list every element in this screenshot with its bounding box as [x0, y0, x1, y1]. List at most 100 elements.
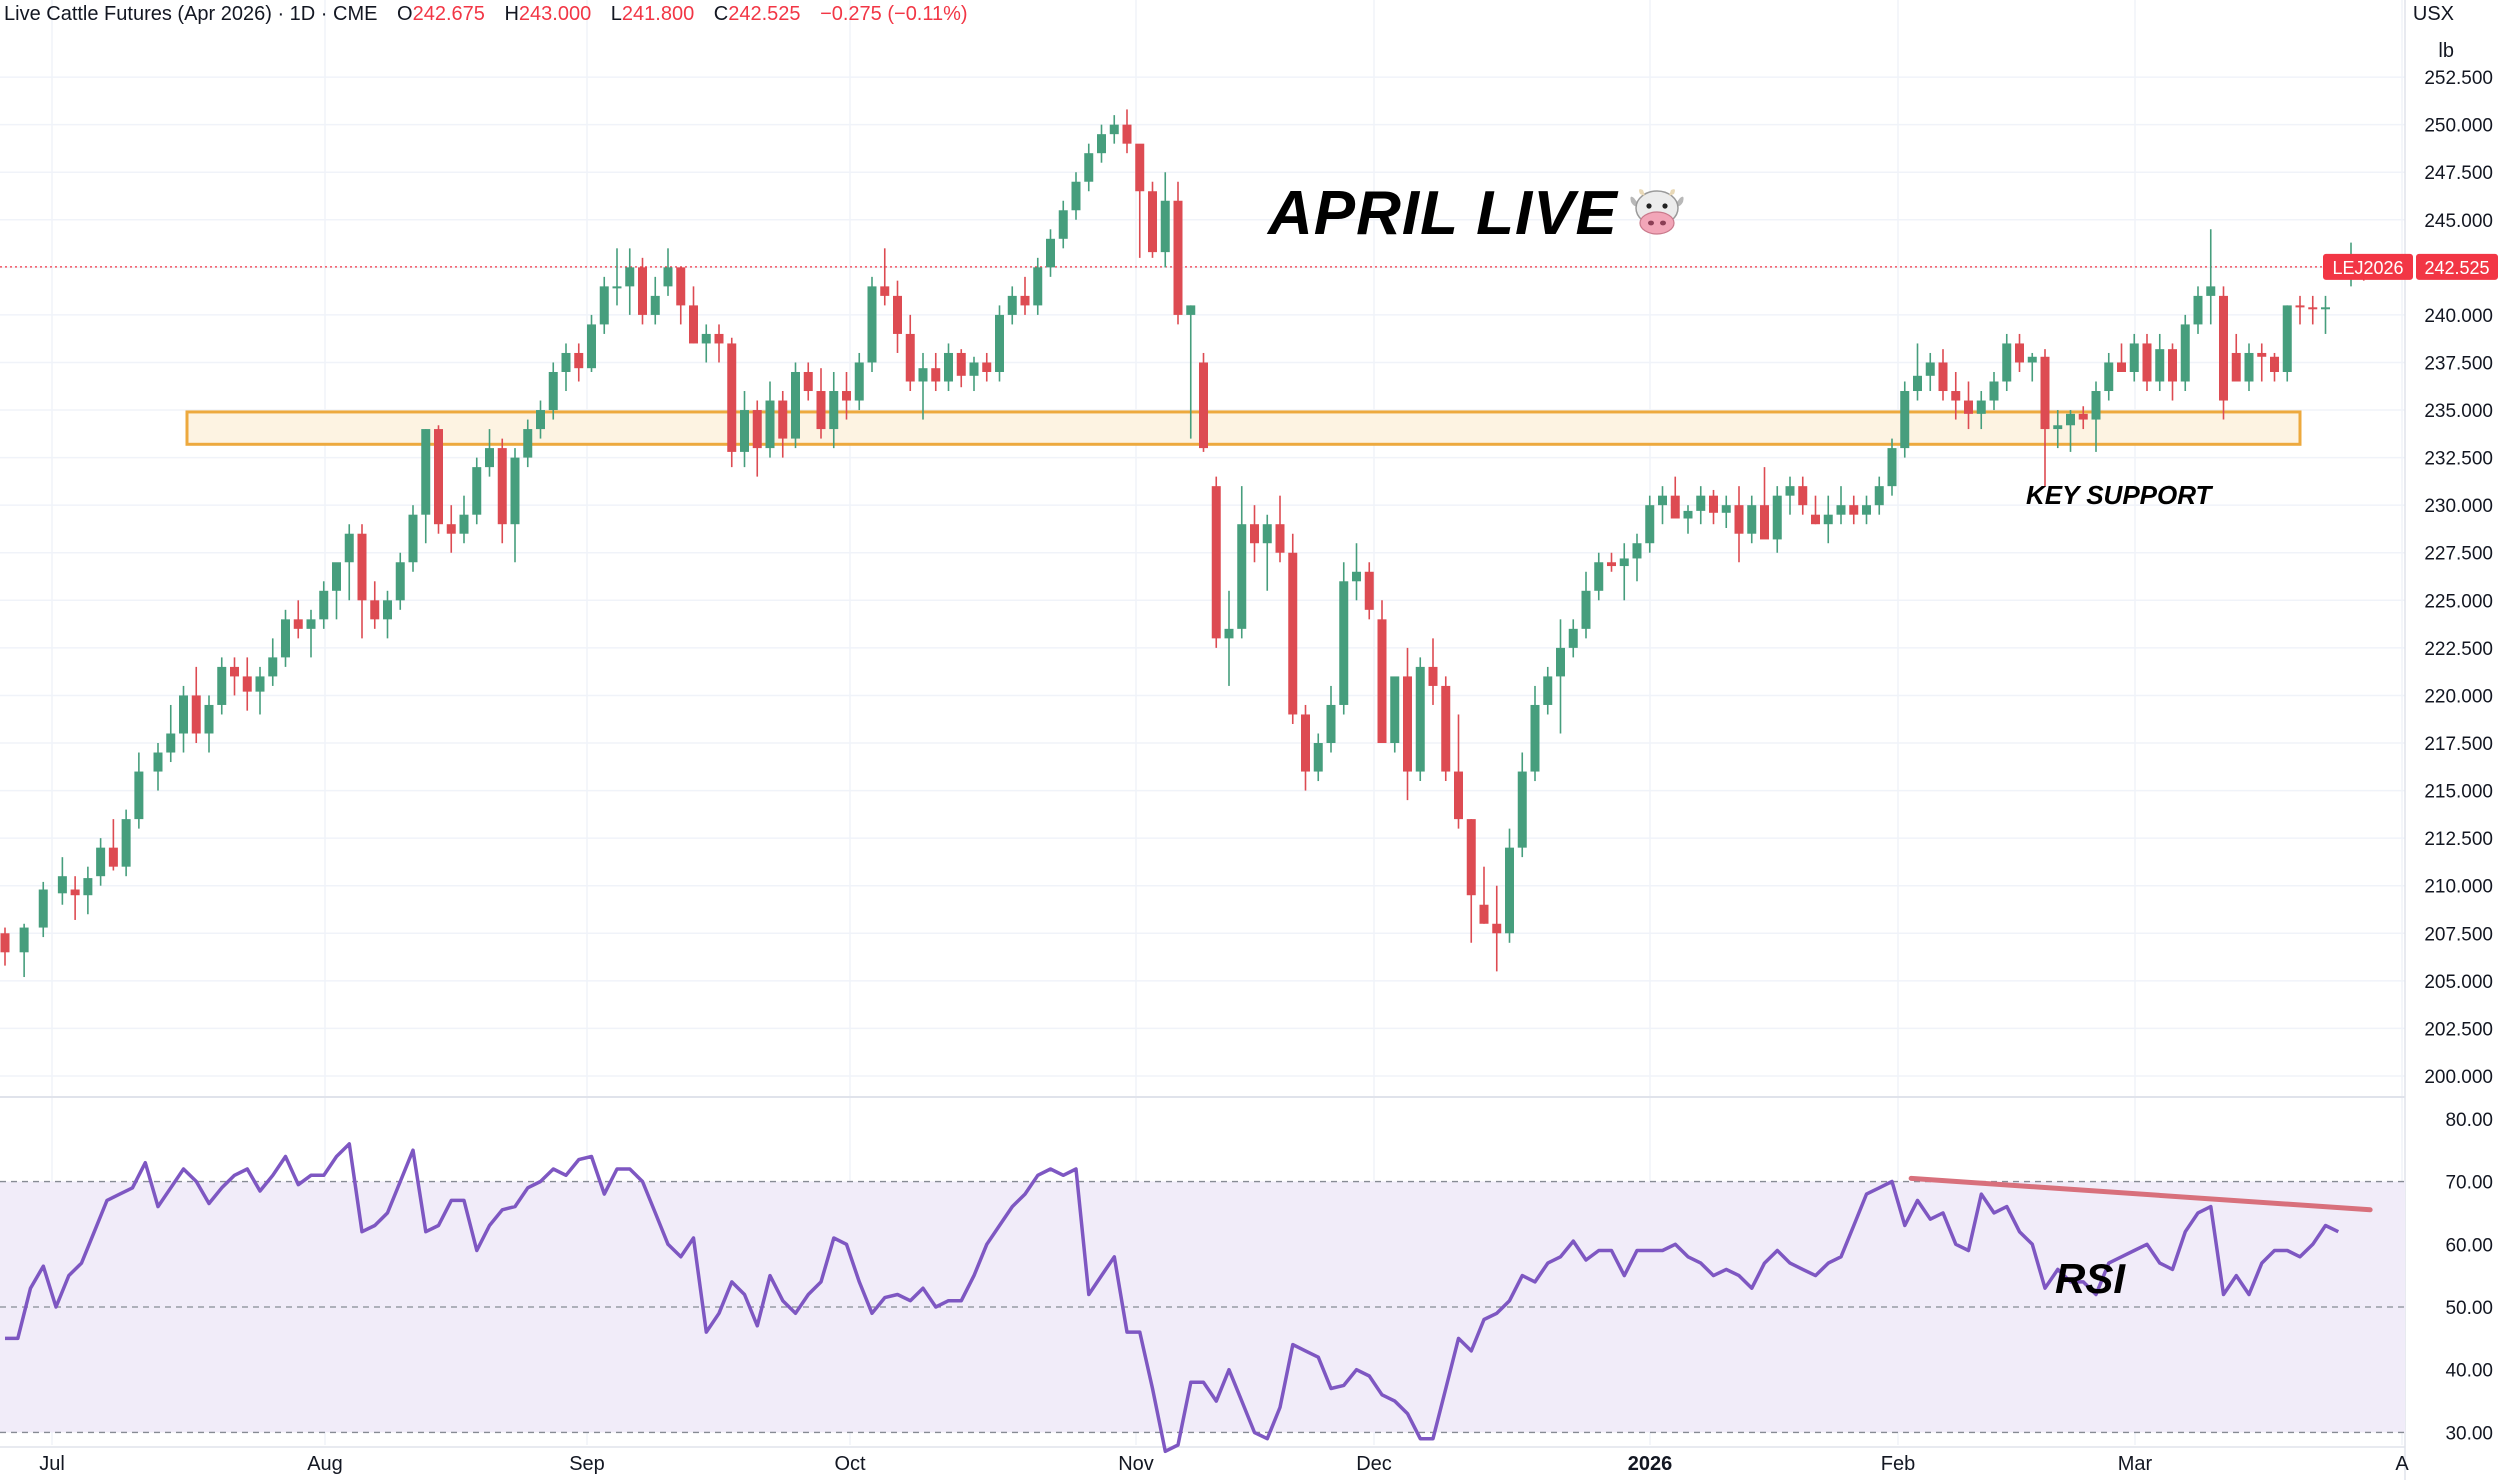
time-tick-label[interactable]: A — [2395, 1453, 2409, 1475]
candle[interactable] — [2231, 333, 2241, 382]
candle[interactable] — [1301, 704, 1310, 791]
candle[interactable] — [956, 349, 966, 388]
price-tick-label[interactable]: 235.000 — [2424, 401, 2493, 422]
candle[interactable] — [96, 838, 106, 886]
candle[interactable] — [1237, 486, 1247, 639]
candle[interactable] — [905, 314, 915, 392]
candle[interactable] — [1734, 486, 1744, 563]
candle[interactable] — [1862, 495, 1871, 525]
candle[interactable] — [2142, 333, 2152, 392]
candle[interactable] — [1109, 115, 1119, 144]
candle[interactable] — [1262, 514, 1272, 591]
candle[interactable] — [740, 391, 749, 468]
candle[interactable] — [1747, 495, 1757, 544]
candle[interactable] — [2270, 352, 2279, 382]
price-tick-label[interactable]: 215.000 — [2424, 782, 2493, 803]
candle[interactable] — [1505, 828, 1514, 943]
candle[interactable] — [357, 524, 367, 639]
time-tick-label[interactable]: Feb — [1881, 1453, 1915, 1475]
candle[interactable] — [1760, 467, 1769, 540]
candle[interactable] — [1313, 733, 1323, 782]
candle[interactable] — [701, 324, 711, 363]
candle[interactable] — [2129, 333, 2139, 382]
candle[interactable] — [134, 752, 144, 829]
candle[interactable] — [1046, 229, 1055, 277]
candlesticks[interactable] — [0, 109, 2369, 978]
candle[interactable] — [2040, 349, 2050, 487]
price-tick-label[interactable]: 200.000 — [2424, 1067, 2493, 1088]
candle[interactable] — [2295, 295, 2305, 325]
candle[interactable] — [1135, 143, 1145, 258]
candle[interactable] — [230, 657, 239, 696]
candle[interactable] — [2117, 343, 2126, 372]
candle[interactable] — [1288, 533, 1298, 724]
candle[interactable] — [510, 448, 520, 563]
candle[interactable] — [2104, 352, 2114, 401]
candle[interactable] — [867, 276, 877, 372]
rsi-tick-label[interactable]: 60.00 — [2445, 1235, 2493, 1256]
candle[interactable] — [1033, 257, 1043, 315]
candle[interactable] — [1900, 381, 1910, 458]
candle[interactable] — [1530, 685, 1540, 782]
price-tick-label[interactable]: 247.500 — [2424, 163, 2493, 184]
candle[interactable] — [1964, 381, 1973, 430]
price-tick-label[interactable]: 212.500 — [2424, 829, 2493, 850]
candle[interactable] — [1658, 486, 1667, 525]
candle[interactable] — [2078, 406, 2088, 430]
candle[interactable] — [242, 657, 252, 711]
candle[interactable] — [1785, 476, 1795, 515]
price-tick-label[interactable]: 220.000 — [2424, 686, 2493, 707]
time-tick-label[interactable]: Nov — [1118, 1453, 1154, 1475]
candle[interactable] — [625, 248, 635, 315]
candle[interactable] — [485, 429, 494, 477]
price-tick-label[interactable]: 225.000 — [2424, 591, 2493, 612]
candle[interactable] — [19, 923, 29, 978]
candle[interactable] — [204, 695, 214, 753]
candle[interactable] — [1989, 371, 1999, 411]
candle[interactable] — [1811, 495, 1820, 525]
candle[interactable] — [2027, 352, 2037, 382]
candle[interactable] — [1173, 181, 1183, 325]
time-tick-label[interactable]: Sep — [569, 1453, 605, 1475]
candle[interactable] — [497, 438, 507, 544]
candle[interactable] — [421, 429, 431, 544]
unit-label[interactable]: lb — [2438, 40, 2454, 62]
candle[interactable] — [70, 876, 80, 920]
rsi-tick-label[interactable]: 40.00 — [2445, 1361, 2493, 1382]
candle[interactable] — [1250, 505, 1259, 563]
price-tick-label[interactable]: 250.000 — [2424, 116, 2493, 137]
candle[interactable] — [1836, 486, 1846, 525]
candle[interactable] — [2321, 295, 2330, 334]
candle[interactable] — [714, 324, 724, 363]
candle[interactable] — [1594, 552, 1604, 601]
price-axis[interactable]: 200.000 202.500 205.000 207.500 210.000 212.5… — [2424, 68, 2493, 1088]
candle[interactable] — [121, 809, 131, 877]
candle[interactable] — [969, 356, 979, 392]
rsi-tick-label[interactable]: 30.00 — [2445, 1423, 2493, 1444]
candle[interactable] — [1428, 638, 1438, 705]
candle[interactable] — [2091, 381, 2101, 452]
candle[interactable] — [446, 505, 456, 553]
candle[interactable] — [1543, 666, 1553, 715]
candle[interactable] — [1352, 543, 1361, 601]
candle[interactable] — [2053, 410, 2063, 449]
time-tick-label[interactable]: 2026 — [1628, 1453, 1673, 1475]
candle[interactable] — [523, 419, 533, 468]
price-tick-label[interactable]: 217.500 — [2424, 734, 2493, 755]
candle[interactable] — [1211, 476, 1221, 648]
currency-label[interactable]: USX — [2412, 3, 2454, 25]
candle[interactable] — [1721, 495, 1731, 529]
candle[interactable] — [2002, 333, 2012, 392]
rsi-trendline[interactable] — [1908, 1175, 2373, 1213]
candle[interactable] — [166, 704, 176, 763]
candle[interactable] — [459, 495, 469, 544]
candle[interactable] — [1339, 562, 1349, 715]
candle[interactable] — [1976, 391, 1986, 430]
candle[interactable] — [1581, 571, 1591, 639]
candle[interactable] — [370, 581, 380, 629]
candle[interactable] — [663, 248, 673, 296]
candle[interactable] — [778, 391, 788, 458]
candle[interactable] — [2155, 333, 2165, 392]
candle[interactable] — [880, 248, 890, 306]
